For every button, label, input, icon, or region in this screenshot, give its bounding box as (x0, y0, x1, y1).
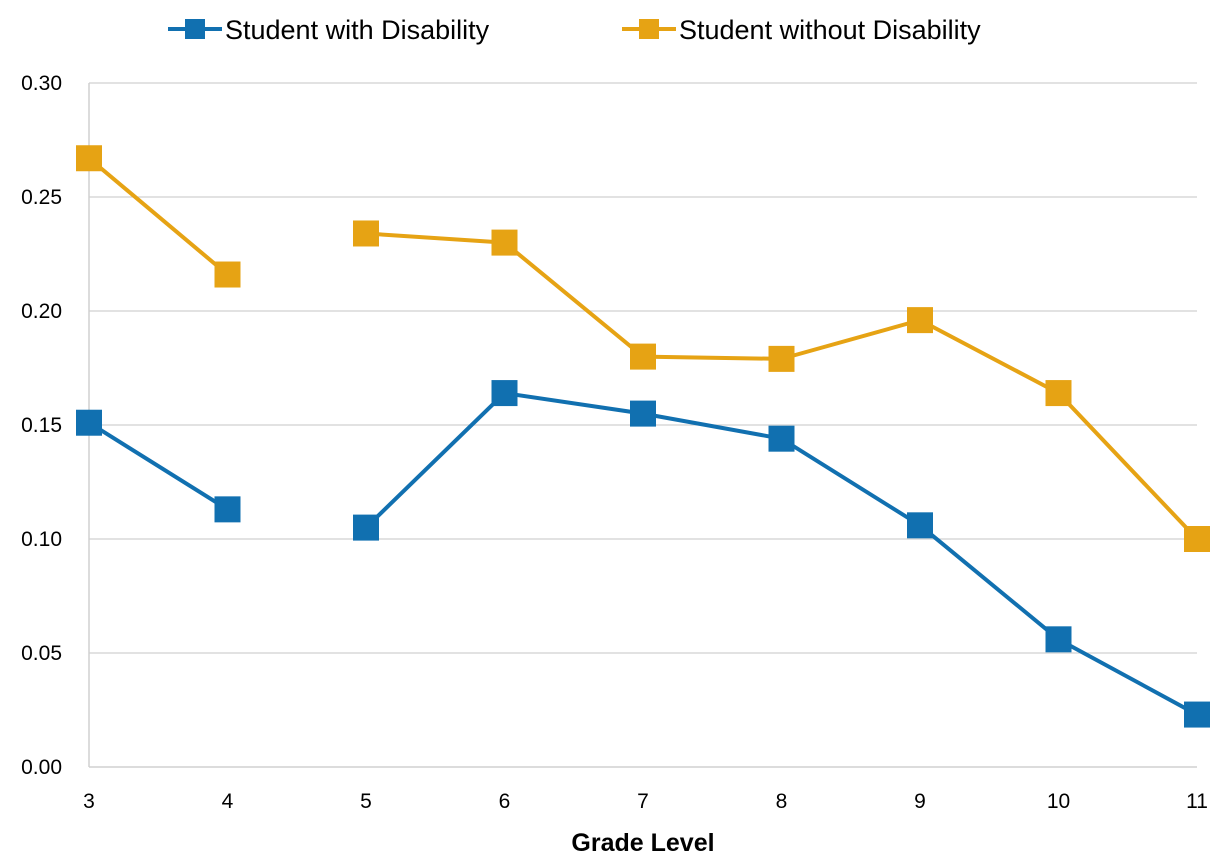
series-line-segment (502, 240, 645, 359)
data-point-marker (214, 261, 241, 288)
series-line-segment (641, 411, 784, 441)
series-line-segment (87, 156, 230, 277)
data-point-marker (353, 514, 379, 541)
data-point-marker (1045, 380, 1072, 407)
series-line-segment (364, 231, 507, 245)
y-tick-label: 0.25 (21, 186, 62, 209)
series-line-segment (779, 318, 922, 361)
series-line-segment (918, 318, 1061, 396)
series-line-segment (779, 436, 922, 528)
series-line-segment (1056, 637, 1199, 717)
data-point-marker (630, 343, 656, 370)
data-point-marker (907, 307, 933, 334)
x-tick-label: 6 (499, 790, 511, 813)
y-tick-label: 0.00 (21, 756, 62, 779)
data-point-marker (353, 220, 379, 247)
y-tick-label: 0.10 (21, 528, 62, 551)
x-tick-labels: 3 4 5 6 7 8 9 10 11 (83, 790, 1208, 813)
data-point-marker (768, 345, 795, 372)
data-point-marker (76, 409, 102, 436)
x-tick-label: 9 (914, 790, 926, 813)
legend: Student with Disability Student without D… (168, 15, 981, 45)
x-axis-title: Grade Level (571, 829, 714, 856)
data-point-marker (491, 380, 518, 407)
series-line-segment (1056, 391, 1199, 541)
data-point-marker (491, 229, 518, 256)
x-tick-label: 7 (637, 790, 649, 813)
data-point-marker (1184, 526, 1210, 552)
series-1 (76, 380, 1210, 728)
legend-label: Student with Disability (225, 15, 490, 45)
series-line-segment (364, 391, 507, 530)
data-point-marker (768, 425, 795, 452)
series-2 (76, 145, 1210, 552)
y-tick-label: 0.05 (21, 642, 62, 665)
data-point-marker (907, 512, 933, 539)
data-point-marker (1184, 701, 1210, 728)
x-tick-label: 3 (83, 790, 95, 813)
series-line-segment (502, 391, 645, 416)
x-tick-label: 4 (222, 790, 234, 813)
legend-marker (185, 19, 205, 39)
series-line-segment (87, 420, 230, 512)
x-tick-label: 10 (1047, 790, 1070, 813)
data-point-marker (214, 496, 241, 523)
y-tick-label: 0.20 (21, 300, 62, 323)
data-point-marker (76, 145, 102, 172)
legend-item: Student with Disability (168, 15, 490, 45)
data-point-marker (1045, 626, 1072, 653)
legend-item: Student without Disability (622, 15, 981, 45)
legend-marker (639, 19, 659, 39)
y-tick-label: 0.15 (21, 414, 62, 437)
x-tick-label: 5 (360, 790, 372, 813)
y-tick-labels: 0.00 0.05 0.10 0.15 0.20 0.25 0.30 (21, 72, 62, 779)
y-tick-label: 0.30 (21, 72, 62, 95)
legend-label: Student without Disability (679, 15, 981, 45)
x-tick-label: 8 (776, 790, 788, 813)
series-line-segment (641, 354, 784, 361)
series-group (76, 145, 1210, 728)
x-tick-label: 11 (1186, 790, 1208, 813)
series-line-segment (918, 523, 1061, 642)
data-point-marker (630, 400, 656, 427)
